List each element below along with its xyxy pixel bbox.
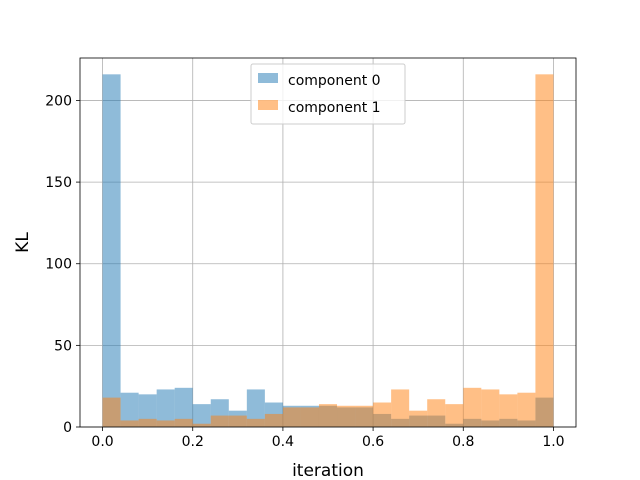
bar-component-1 [174, 418, 193, 427]
x-axis-label: iteration [292, 461, 364, 480]
bar-component-1 [246, 418, 265, 427]
bar-component-1 [228, 415, 247, 427]
bar-component-1 [337, 405, 356, 427]
y-axis-label: KL [13, 232, 33, 253]
bar-component-1 [120, 420, 139, 427]
bar-component-1 [409, 410, 428, 427]
x-tick-label: 1.0 [542, 434, 564, 450]
x-tick-label: 0.4 [272, 434, 294, 450]
bar-component-0 [102, 74, 121, 428]
y-tick-label: 150 [45, 175, 72, 191]
y-tick-label: 50 [54, 338, 72, 354]
bar-component-1 [445, 404, 464, 427]
plot-frame [79, 57, 577, 428]
legend-swatch-component-1 [258, 100, 278, 110]
bar-component-1 [192, 423, 211, 427]
legend: component 0 component 1 [250, 63, 406, 125]
legend-swatch-component-0 [258, 73, 278, 83]
legend-box [250, 63, 406, 125]
bar-component-0 [246, 389, 265, 427]
bar-component-1 [282, 407, 301, 427]
bar-component-1 [481, 389, 500, 427]
bar-component-1 [499, 394, 518, 427]
bar-component-1 [517, 392, 536, 427]
bar-component-1 [210, 415, 229, 427]
legend-label-component-1: component 1 [288, 100, 381, 116]
y-tick-label: 100 [45, 257, 72, 273]
bar-component-0 [156, 389, 175, 427]
bar-component-1 [318, 404, 338, 427]
bar-component-1 [427, 399, 446, 427]
bar-component-1 [391, 389, 410, 427]
bar-component-1 [355, 405, 374, 427]
bar-component-0 [120, 392, 139, 427]
x-tick-label: 0.6 [362, 434, 384, 450]
bar-component-1 [264, 413, 283, 427]
bar-component-1 [535, 74, 554, 428]
x-tick-label: 0.8 [452, 434, 474, 450]
bar-component-1 [138, 418, 157, 427]
bar-component-0 [174, 387, 193, 427]
x-tick-label: 0.0 [91, 434, 113, 450]
y-tick-label: 200 [45, 93, 72, 109]
x-tick-label: 0.2 [182, 434, 204, 450]
ticks-layer: 0.0 0.2 0.4 0.6 0.8 1.0 0 50 100 150 200 [45, 93, 564, 450]
bar-component-0 [192, 404, 211, 427]
bar-component-1 [156, 420, 175, 427]
bar-component-1 [102, 397, 121, 427]
bar-component-1 [373, 402, 392, 427]
y-tick-label: 0 [63, 420, 72, 436]
bar-component-1 [463, 387, 482, 427]
bar-component-1 [300, 407, 319, 427]
bars-layer [102, 74, 554, 428]
legend-label-component-0: component 0 [288, 73, 381, 89]
